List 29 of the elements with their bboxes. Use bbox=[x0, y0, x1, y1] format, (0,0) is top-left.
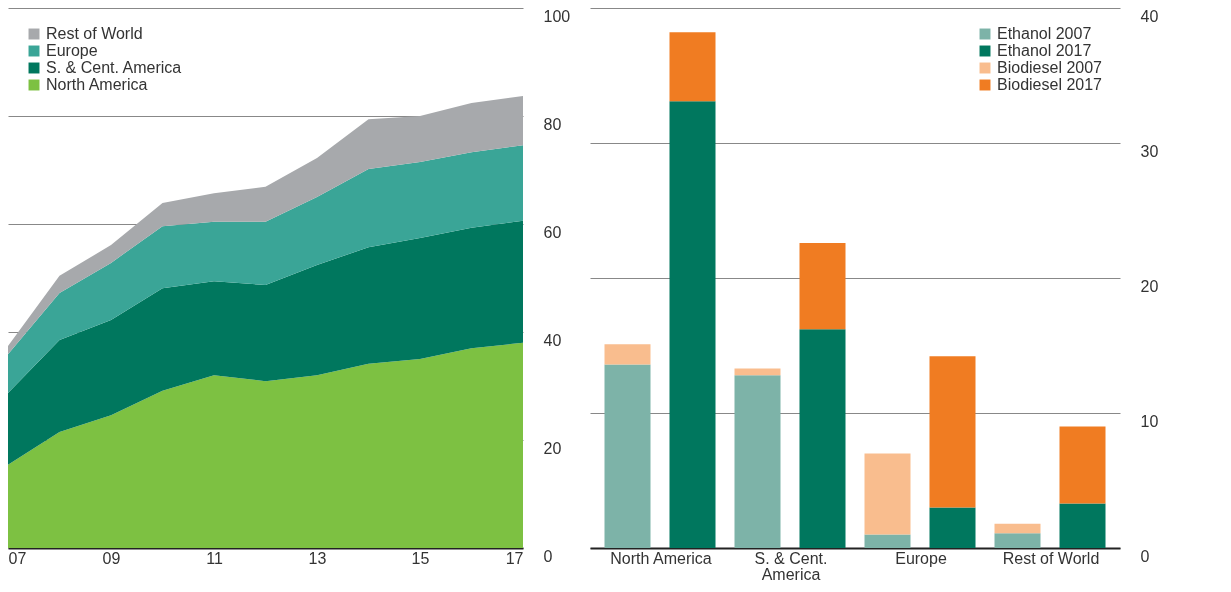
legend-label: S. & Cent. America bbox=[46, 59, 182, 76]
y-tick-label: 10 bbox=[1140, 412, 1159, 430]
y-tick-label: 20 bbox=[1140, 277, 1159, 295]
x-tick-label: S. & Cent. America bbox=[754, 549, 828, 583]
y-tick-label: 20 bbox=[543, 439, 562, 457]
x-tick-label: Europe bbox=[895, 549, 947, 567]
y-tick-label: 40 bbox=[543, 331, 562, 349]
x-tick-label: 07 bbox=[8, 549, 27, 567]
x-tick-label: 17 bbox=[505, 549, 524, 567]
legend-label: Europe bbox=[46, 42, 98, 59]
x-tick-label: 11 bbox=[206, 549, 223, 567]
x-tick-label: 15 bbox=[411, 549, 430, 567]
y-tick-label: 0 bbox=[1140, 547, 1150, 565]
y-tick-label: 40 bbox=[1140, 7, 1159, 25]
legend-label: Ethanol 2017 bbox=[997, 42, 1092, 59]
x-tick-label: 09 bbox=[102, 549, 121, 567]
legend-label: Ethanol 2007 bbox=[997, 25, 1092, 42]
legend-label: Biodiesel 2007 bbox=[997, 59, 1103, 76]
x-tick-label: 13 bbox=[308, 549, 327, 567]
y-tick-label: 100 bbox=[543, 7, 571, 25]
y-tick-label: 30 bbox=[1140, 142, 1159, 160]
y-tick-label: 60 bbox=[543, 223, 562, 241]
y-tick-label: 0 bbox=[543, 547, 553, 565]
legend-label: Biodiesel 2017 bbox=[997, 76, 1103, 93]
legend-label: North America bbox=[46, 76, 148, 93]
x-tick-label: Rest of World bbox=[1002, 549, 1100, 567]
legend-label: Rest of World bbox=[46, 25, 143, 42]
y-tick-label: 80 bbox=[543, 115, 562, 133]
x-tick-label: North America bbox=[610, 549, 712, 567]
